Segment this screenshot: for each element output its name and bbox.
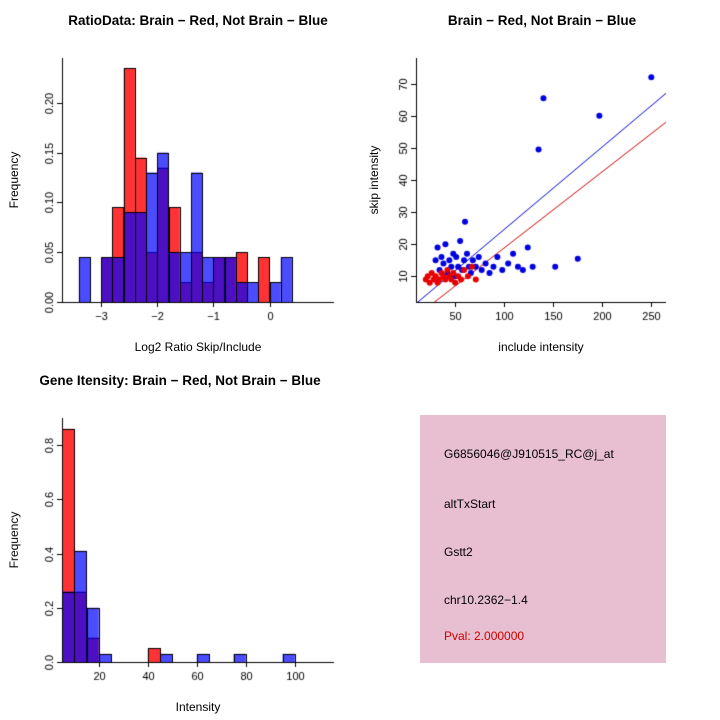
scatter-xlabel: include intensity: [498, 340, 584, 354]
pval-text: Pval: 2.000000: [444, 629, 525, 643]
gene-symbol-text: Gstt2: [444, 545, 473, 559]
scatter-ylabel: skip intensity: [367, 145, 381, 215]
ratio-hist-xlabel: Log2 Ratio Skip/Include: [134, 340, 262, 354]
gene-info-panel: G6856046@J910515_RC@j_at altTxStart Gstt…: [420, 415, 666, 663]
gene-intensity-histogram-plot: [0, 360, 360, 720]
probe-id-text: G6856046@J910515_RC@j_at: [444, 447, 614, 461]
ratio-histogram-plot: [0, 0, 360, 360]
event-type-text: altTxStart: [444, 497, 496, 511]
chromosome-location-text: chr10.2362−1.4: [444, 593, 528, 607]
gene-hist-xlabel: Intensity: [175, 700, 221, 714]
intensity-scatter-plot: [360, 0, 720, 360]
gene-hist-ylabel: Frequency: [7, 511, 21, 569]
ratio-hist-ylabel: Frequency: [7, 151, 21, 209]
